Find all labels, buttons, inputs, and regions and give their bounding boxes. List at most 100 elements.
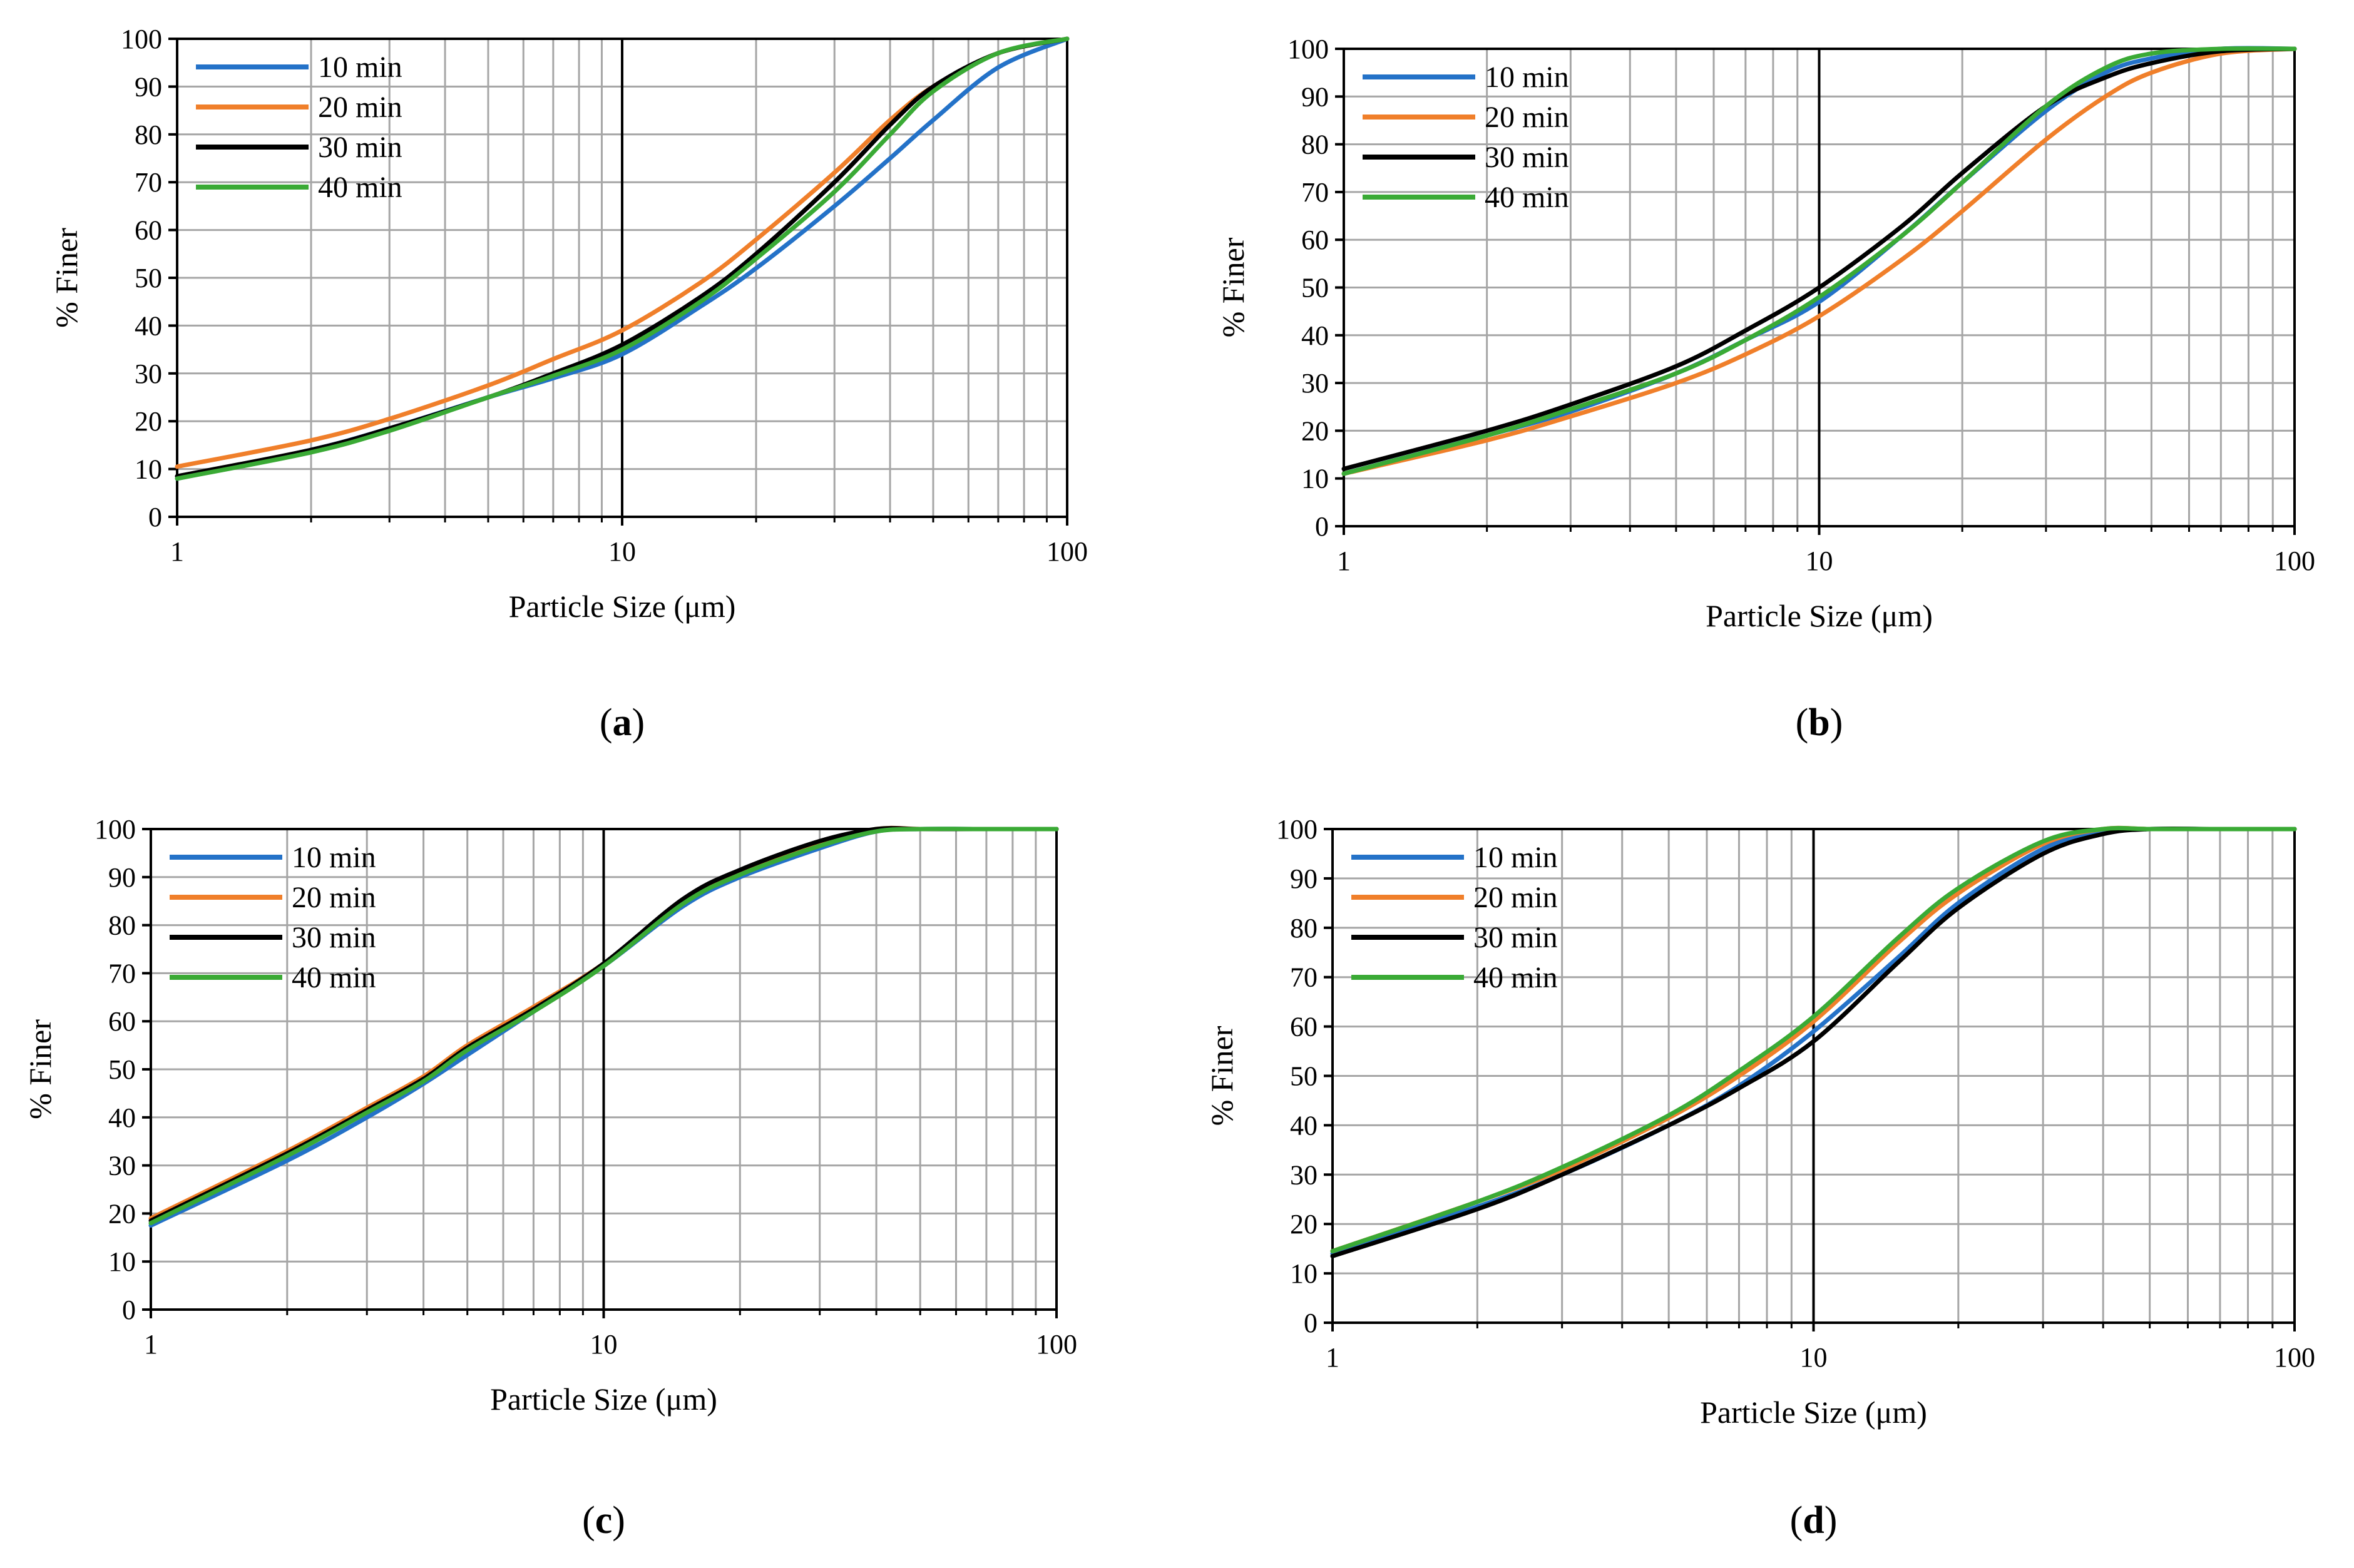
y-tick-label: 100 — [95, 814, 136, 845]
series-group — [1341, 46, 2297, 476]
legend-label: 30 min — [1473, 921, 1558, 954]
x-tick-label: 100 — [1047, 536, 1088, 567]
legend: 10 min 20 min 30 min 40 min — [1363, 61, 1569, 214]
legend: 10 min 20 min 30 min 40 min — [170, 841, 376, 994]
legend: 10 min 20 min 30 min 40 min — [1351, 841, 1558, 994]
series-line-30-min — [1341, 46, 2297, 471]
x-tick-label: 100 — [2274, 546, 2315, 576]
x-tick-label: 100 — [2274, 1342, 2315, 1373]
y-tick-label: 60 — [1301, 225, 1329, 255]
x-tick-label: 10 — [1806, 546, 1833, 576]
x-axis-label: Particle Size (μm) — [490, 1382, 717, 1417]
y-tick-label: 70 — [108, 958, 136, 989]
legend-label: 10 min — [1473, 841, 1558, 874]
y-tick-label: 20 — [108, 1198, 136, 1229]
gridlines — [177, 38, 1067, 518]
y-tick-label: 50 — [1290, 1061, 1318, 1092]
y-tick-label: 50 — [108, 1054, 136, 1085]
y-tick-label: 50 — [135, 263, 162, 293]
y-tick-label: 0 — [1304, 1308, 1318, 1338]
y-tick-label: 60 — [1290, 1012, 1318, 1042]
y-axis-label: % Finer — [1215, 237, 1251, 337]
series-line-20-min — [1341, 46, 2297, 476]
y-tick-label: 70 — [135, 167, 162, 198]
series-group — [1330, 825, 2297, 1258]
panel-caption: (b) — [1796, 701, 1843, 744]
y-tick-label: 60 — [108, 1006, 136, 1037]
x-tick-label: 1 — [144, 1329, 158, 1360]
y-tick-label: 90 — [1301, 81, 1329, 112]
legend-label: 30 min — [318, 131, 402, 164]
y-tick-label: 100 — [1276, 814, 1318, 845]
gridlines — [1333, 828, 2295, 1324]
y-tick-label: 80 — [108, 910, 136, 941]
y-tick-label: 10 — [108, 1246, 136, 1277]
y-axis-label: % Finer — [49, 228, 84, 328]
x-tick-label: 10 — [590, 1329, 618, 1360]
x-tick-label: 1 — [1337, 546, 1351, 576]
y-tick-label: 60 — [135, 215, 162, 246]
y-tick-label: 90 — [135, 71, 162, 102]
legend-label: 10 min — [292, 841, 376, 874]
y-axis-label: % Finer — [1204, 1026, 1239, 1126]
legend-label: 40 min — [318, 171, 402, 204]
y-tick-label: 90 — [108, 862, 136, 893]
x-tick-label: 100 — [1036, 1329, 1077, 1360]
x-tick-label: 1 — [170, 536, 184, 567]
legend-label: 20 min — [1485, 101, 1569, 134]
y-tick-label: 20 — [1301, 415, 1329, 446]
y-tick-label: 100 — [1287, 34, 1329, 64]
series-line-30-min — [175, 36, 1070, 479]
y-tick-label: 20 — [135, 406, 162, 437]
x-axis-label: Particle Size (μm) — [509, 589, 736, 624]
y-tick-label: 20 — [1290, 1209, 1318, 1240]
panel-caption: (a) — [600, 701, 645, 744]
y-tick-label: 80 — [1290, 913, 1318, 944]
y-tick-label: 80 — [135, 120, 162, 150]
legend-label: 10 min — [1485, 61, 1569, 94]
y-tick-label: 80 — [1301, 130, 1329, 160]
y-tick-label: 30 — [1301, 368, 1329, 399]
y-tick-label: 70 — [1290, 962, 1318, 993]
legend-label: 30 min — [292, 921, 376, 954]
legend-label: 40 min — [1485, 181, 1569, 214]
y-tick-label: 40 — [1301, 320, 1329, 351]
legend-label: 40 min — [1473, 961, 1558, 994]
y-tick-label: 0 — [122, 1295, 136, 1325]
series-line-40-min — [175, 36, 1070, 481]
series-line-40-min — [1330, 826, 2297, 1254]
y-tick-label: 30 — [135, 359, 162, 389]
legend-label: 10 min — [318, 51, 402, 84]
x-axis-label: Particle Size (μm) — [1700, 1395, 1927, 1430]
gridlines — [151, 828, 1057, 1311]
series-line-40-min — [1341, 46, 2297, 476]
y-tick-label: 30 — [108, 1151, 136, 1181]
panel-caption: (c) — [582, 1499, 625, 1542]
legend-label: 40 min — [292, 961, 376, 994]
y-tick-label: 90 — [1290, 863, 1318, 894]
y-tick-label: 40 — [135, 310, 162, 341]
x-axis-label: Particle Size (μm) — [1706, 598, 1933, 633]
x-tick-label: 1 — [1326, 1342, 1339, 1373]
legend-label: 20 min — [1473, 881, 1558, 914]
y-tick-label: 70 — [1301, 177, 1329, 208]
legend-label: 20 min — [292, 881, 376, 914]
x-tick-label: 10 — [608, 536, 636, 567]
y-tick-label: 30 — [1290, 1159, 1318, 1190]
y-tick-label: 10 — [1290, 1258, 1318, 1289]
y-tick-label: 40 — [108, 1102, 136, 1133]
y-tick-label: 10 — [135, 454, 162, 485]
y-tick-label: 0 — [148, 502, 162, 532]
legend-label: 20 min — [318, 91, 402, 124]
x-tick-label: 10 — [1800, 1342, 1828, 1373]
y-tick-label: 40 — [1290, 1110, 1318, 1141]
y-tick-label: 50 — [1301, 273, 1329, 303]
legend-label: 30 min — [1485, 141, 1569, 174]
y-tick-label: 10 — [1301, 464, 1329, 494]
series-group — [175, 36, 1070, 481]
